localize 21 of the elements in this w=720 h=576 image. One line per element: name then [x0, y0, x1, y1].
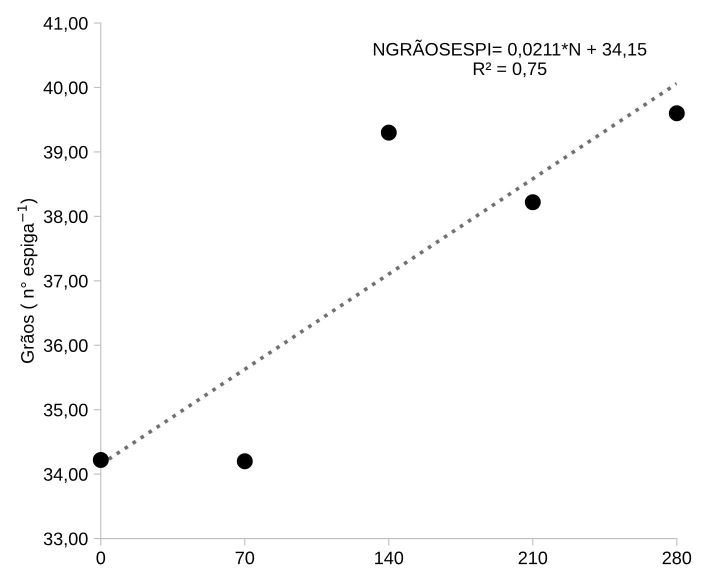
y-tick-label: 35,00: [44, 404, 88, 419]
x-tick-label: 140: [375, 552, 404, 564]
y-axis-title: Grãos ( n° espiga$^{−1}$): [18, 198, 38, 363]
y-tick-label: 37,00: [44, 274, 88, 290]
point: [236, 453, 253, 470]
y-tick-label: 34,00: [44, 468, 88, 483]
point: [380, 124, 397, 141]
y-tick-label: 38,00: [44, 210, 88, 226]
point: [92, 452, 109, 468]
point: [524, 194, 541, 210]
x-tick-label: 210: [518, 552, 548, 564]
y-tick-label: 41,00: [44, 16, 88, 32]
x-tick-label: 0: [96, 552, 106, 564]
point: [668, 105, 685, 122]
annotation: NGRÃOSESPI= 0,0211*N + 34,15 R² = 0,75: [374, 40, 646, 78]
x-tick-label: 280: [662, 552, 692, 564]
y-tick-label: 40,00: [44, 81, 88, 96]
x-tick-label: 70: [236, 552, 254, 564]
y-tick-label: 39,00: [44, 146, 88, 161]
y-tick-label: 33,00: [44, 532, 88, 548]
y-tick-label: 36,00: [44, 339, 88, 354]
